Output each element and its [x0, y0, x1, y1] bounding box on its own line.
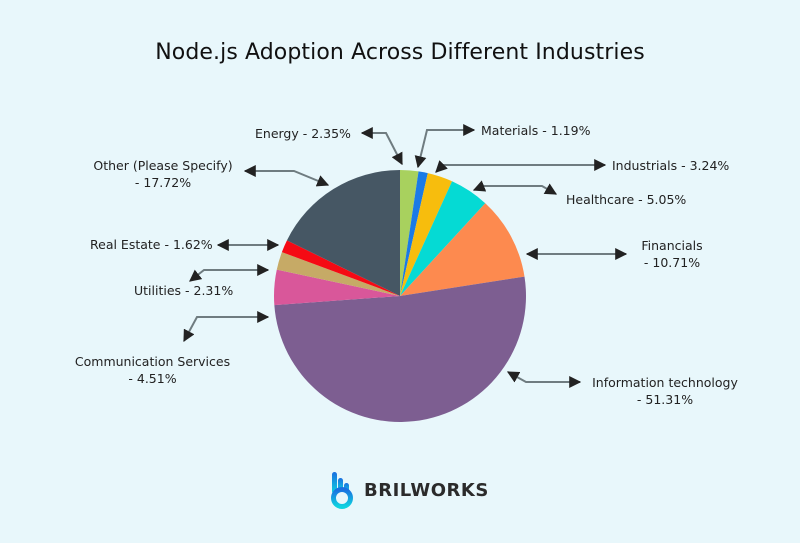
leader-lines	[183, 124, 628, 388]
pie-slice-materials	[400, 171, 428, 296]
label-other-name: Other (Please Specify)	[93, 158, 233, 173]
brand-name: BRILWORKS	[364, 479, 489, 501]
label-energy: Energy - 2.35%	[255, 126, 351, 141]
pie-slice-healthcare	[400, 181, 486, 296]
label-materials: Materials - 1.19%	[481, 123, 591, 138]
pie-slice-real-estate	[281, 240, 400, 296]
label-financials-value: - 10.71%	[643, 255, 701, 270]
pie-slice-communication-services	[274, 269, 400, 306]
label-it-name: Information technology	[592, 375, 738, 390]
label-communication-services: Communication Services - 4.51%	[70, 353, 235, 387]
brilworks-logo-icon	[331, 472, 353, 509]
pie-slice-utilities	[276, 252, 400, 296]
pie-slice-energy	[400, 170, 419, 296]
pie-slice-other-please-specify	[286, 170, 400, 296]
label-financials-name: Financials	[641, 238, 703, 253]
chart-title: Node.js Adoption Across Different Indust…	[155, 40, 645, 65]
label-financials: Financials - 10.71%	[632, 237, 712, 271]
brand-logo: BRILWORKS	[330, 470, 489, 510]
pie-slice-industrials	[400, 173, 453, 296]
label-real-estate: Real Estate - 1.62%	[90, 237, 213, 252]
label-other: Other (Please Specify) - 17.72%	[88, 157, 238, 191]
pie-slice-information-technology	[274, 276, 526, 422]
label-it-value: - 51.31%	[636, 392, 694, 407]
pie-slice-financials	[400, 203, 525, 296]
label-utilities: Utilities - 2.31%	[134, 283, 234, 298]
label-information-technology: Information technology - 51.31%	[585, 374, 745, 408]
label-comm-value: - 4.51%	[128, 371, 177, 386]
label-comm-name: Communication Services	[74, 354, 231, 369]
pie-slices	[274, 170, 526, 422]
label-other-value: - 17.72%	[134, 175, 192, 190]
label-industrials: Industrials - 3.24%	[612, 158, 730, 173]
label-healthcare: Healthcare - 5.05%	[566, 192, 687, 207]
